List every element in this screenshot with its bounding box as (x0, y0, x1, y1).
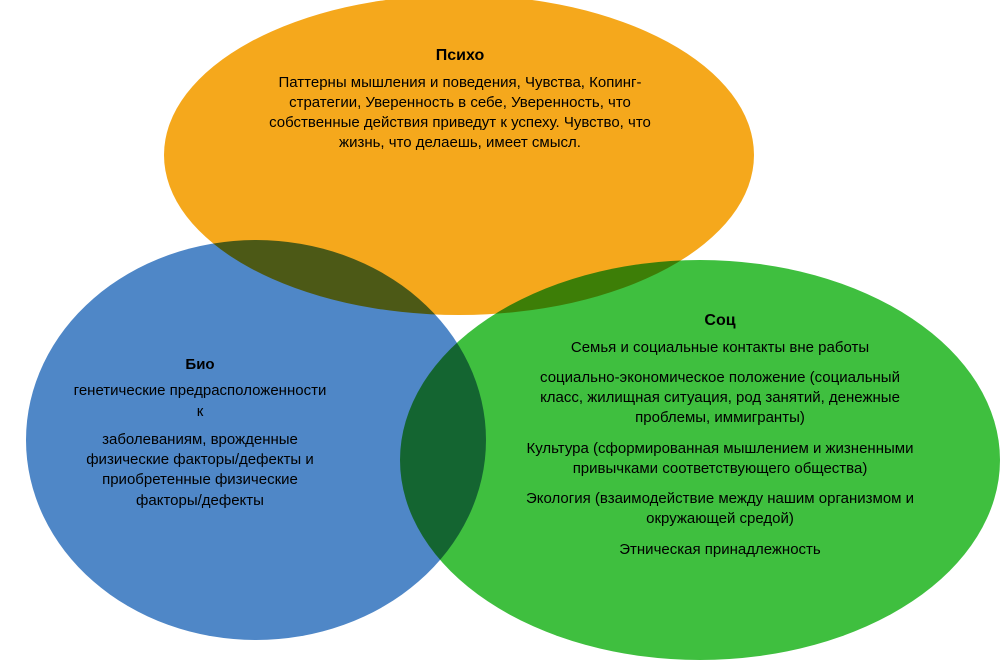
psycho-title: Психо (260, 45, 660, 67)
social-title: Соц (520, 310, 920, 332)
social-body-5: Этническая принадлежность (520, 540, 920, 560)
bio-body-1: генетические предрасположенности к (70, 381, 330, 422)
bio-text-block: Био генетические предрасположенности к з… (70, 355, 330, 511)
psycho-text-block: Психо Паттерны мышления и поведения, Чув… (260, 45, 660, 154)
social-text-block: Соц Семья и социальные контакты вне рабо… (520, 310, 920, 560)
social-body-3: Культура (сформированная мышлением и жиз… (520, 439, 920, 480)
bio-title: Био (70, 355, 330, 375)
psycho-body: Паттерны мышления и поведения, Чувства, … (260, 73, 660, 154)
social-body-1: Семья и социальные контакты вне работы (520, 338, 920, 358)
bio-body-2: заболеваниям, врожденные физические факт… (70, 430, 330, 511)
social-body-2: социально-экономическое положение (социа… (520, 368, 920, 429)
social-body-4: Экология (взаимодействие между нашим орг… (520, 489, 920, 530)
